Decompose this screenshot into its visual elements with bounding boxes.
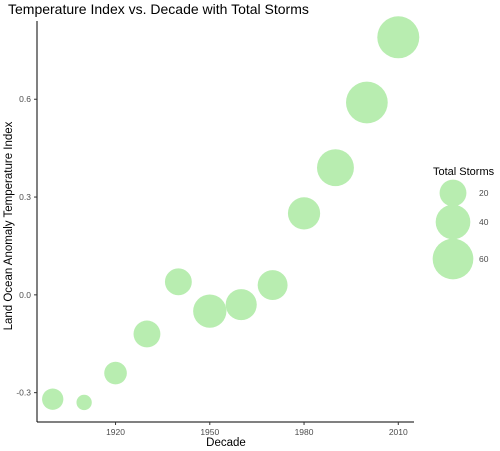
y-tick-label: 0.3 (19, 192, 31, 202)
legend-bubble-20 (439, 179, 467, 207)
data-point-1960 (225, 289, 257, 321)
chart-title: Temperature Index vs. Decade with Total … (8, 1, 309, 17)
y-tick-label: -0.3 (16, 388, 31, 398)
x-tick-label: 2010 (389, 427, 408, 437)
legend-label: 20 (479, 188, 489, 198)
data-point-2000 (346, 81, 388, 124)
data-point-1990 (317, 149, 354, 187)
x-tick-label: 1920 (106, 427, 125, 437)
y-tick-label: 0.0 (19, 290, 31, 300)
legend-bubble-60 (432, 238, 474, 280)
data-point-1930 (133, 320, 161, 348)
data-point-1920 (104, 361, 127, 385)
data-point-2010 (377, 16, 420, 59)
x-axis-title: Decade (206, 437, 246, 449)
x-axis-ticks: 1920 1950 1980 2010 (106, 422, 408, 437)
data-point-1970 (257, 270, 288, 301)
legend-title: Total Storms (433, 166, 495, 178)
data-point-1980 (287, 197, 321, 230)
legend-label: 60 (479, 254, 489, 264)
legend-items: 20 40 60 (432, 179, 489, 280)
x-tick-label: 1950 (200, 427, 219, 437)
data-point-1910 (76, 394, 92, 411)
data-point-1950 (193, 294, 227, 328)
size-legend: Total Storms 20 40 60 (432, 166, 495, 280)
legend-label: 40 (479, 217, 489, 227)
legend-bubble-40 (435, 204, 471, 240)
plot-area: -0.3 0.0 0.3 0.6 1920 1950 1980 2010 (16, 16, 420, 437)
y-tick-label: 0.6 (19, 94, 31, 104)
y-axis-ticks: -0.3 0.0 0.3 0.6 (16, 94, 37, 398)
data-point-1940 (164, 268, 192, 296)
data-points (42, 16, 420, 411)
data-point-1900 (42, 388, 64, 410)
y-axis-title: Land Ocean Anomaly Temperature Index (3, 121, 15, 330)
x-tick-label: 1980 (295, 427, 314, 437)
